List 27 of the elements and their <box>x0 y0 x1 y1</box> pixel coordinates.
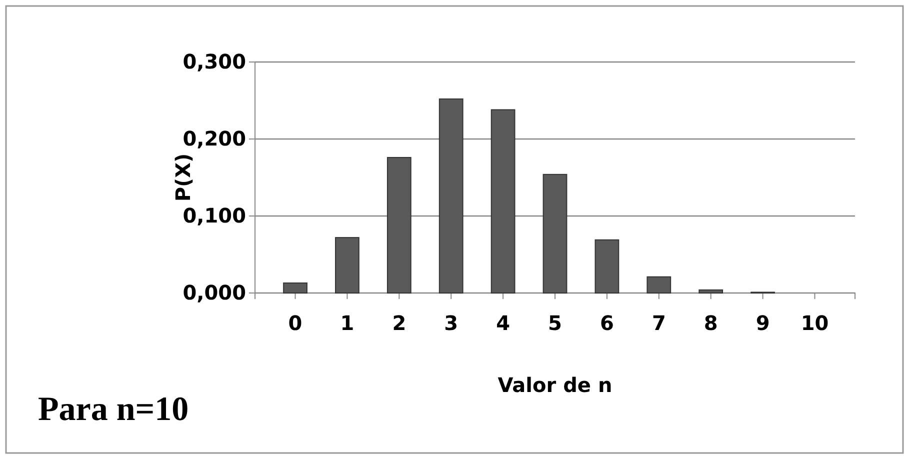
text: Para n=10 <box>38 391 189 428</box>
x-tick-label: 0 <box>288 311 302 335</box>
x-tick-label: 2 <box>392 311 406 335</box>
bar <box>542 174 568 294</box>
x-tick-label: 9 <box>756 311 770 335</box>
bar <box>646 276 672 294</box>
y-tick-label: 0,100 <box>182 203 246 228</box>
x-tick-label: 5 <box>548 311 562 335</box>
bar <box>335 237 360 294</box>
bar <box>698 289 724 294</box>
x-tick-label: 7 <box>652 311 666 335</box>
x-tick-label: 10 <box>800 311 829 335</box>
y-axis-title: P(X) <box>171 153 195 202</box>
y-tick-label: 0,200 <box>182 126 246 150</box>
bar <box>438 98 464 294</box>
bar <box>594 239 620 294</box>
y-tick-label: 0,000 <box>182 280 246 304</box>
y-tick-label: 0,300 <box>182 49 246 74</box>
x-tick-label: 6 <box>600 311 614 335</box>
bar <box>490 109 516 294</box>
bar <box>386 156 412 294</box>
x-tick-label: 8 <box>704 311 718 335</box>
x-tick-label: 4 <box>496 311 510 335</box>
x-tick-label: 1 <box>340 311 354 335</box>
x-axis-title: Valor de n <box>498 373 612 397</box>
bar <box>283 282 308 294</box>
x-tick-label: 3 <box>444 311 458 335</box>
